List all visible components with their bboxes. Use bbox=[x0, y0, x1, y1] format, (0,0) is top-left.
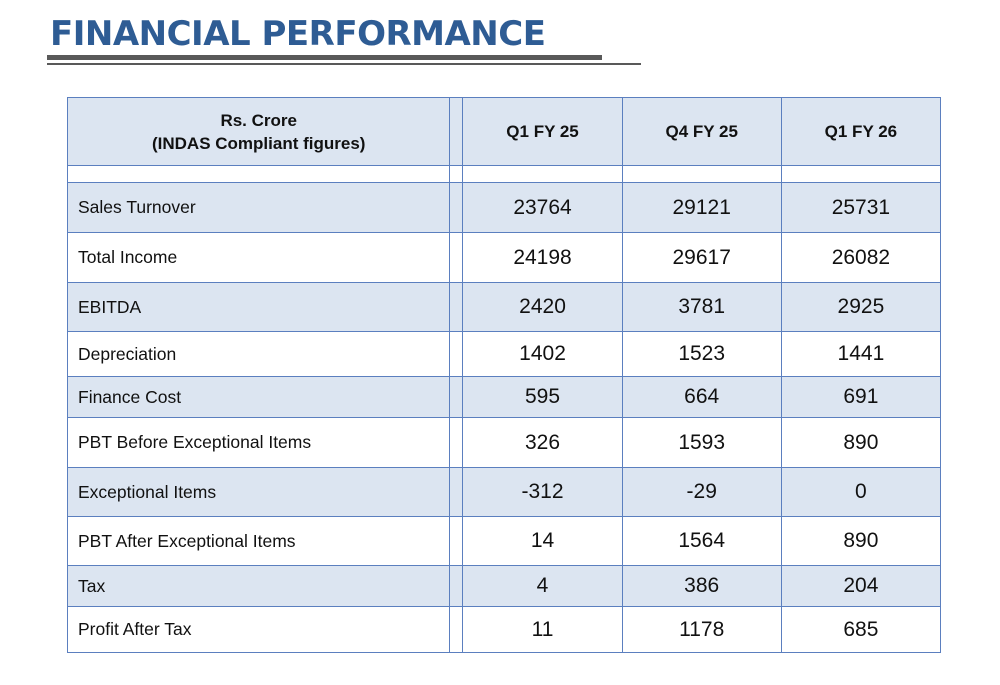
cell-value: 24198 bbox=[462, 232, 623, 283]
table-row: Tax 4 386 204 bbox=[66, 565, 942, 607]
row-label: PBT After Exceptional Items bbox=[66, 516, 451, 566]
cell-value: 14 bbox=[462, 516, 623, 566]
cell-value: 1441 bbox=[780, 331, 942, 377]
table-spacer-row bbox=[66, 165, 942, 183]
row-label: Exceptional Items bbox=[66, 467, 451, 517]
cell-value: 664 bbox=[621, 376, 782, 418]
row-label: EBITDA bbox=[66, 282, 451, 332]
cell-value: 595 bbox=[462, 376, 623, 418]
cell-value: 29121 bbox=[621, 182, 782, 233]
cell-value: 685 bbox=[780, 606, 942, 653]
header-gap-cell bbox=[449, 97, 464, 166]
cell-value: 1593 bbox=[621, 417, 782, 468]
row-label: Finance Cost bbox=[66, 376, 451, 418]
cell-value: 4 bbox=[462, 565, 623, 607]
table-row: Sales Turnover 23764 29121 25731 bbox=[66, 182, 942, 233]
cell-value: 1564 bbox=[621, 516, 782, 566]
table-row: PBT After Exceptional Items 14 1564 890 bbox=[66, 516, 942, 566]
financial-performance-table: Rs. Crore (INDAS Compliant figures) Q1 F… bbox=[66, 97, 942, 653]
cell-value: 11 bbox=[462, 606, 623, 653]
cell-value: 29617 bbox=[621, 232, 782, 283]
cell-value: 3781 bbox=[621, 282, 782, 332]
cell-value: 890 bbox=[780, 417, 942, 468]
row-label: Sales Turnover bbox=[66, 182, 451, 233]
row-label: Profit After Tax bbox=[66, 606, 451, 653]
cell-value: 25731 bbox=[780, 182, 942, 233]
cell-value: 691 bbox=[780, 376, 942, 418]
row-label: PBT Before Exceptional Items bbox=[66, 417, 451, 468]
row-label: Tax bbox=[66, 565, 451, 607]
cell-value: 2420 bbox=[462, 282, 623, 332]
cell-value: 26082 bbox=[780, 232, 942, 283]
table-row: Total Income 24198 29617 26082 bbox=[66, 232, 942, 283]
header-unit-label: Rs. Crore bbox=[220, 110, 297, 130]
cell-value: 890 bbox=[780, 516, 942, 566]
table-row: Finance Cost 595 664 691 bbox=[66, 376, 942, 418]
table-header-row: Rs. Crore (INDAS Compliant figures) Q1 F… bbox=[66, 97, 942, 166]
table-row: PBT Before Exceptional Items 326 1593 89… bbox=[66, 417, 942, 468]
table-row: Exceptional Items -312 -29 0 bbox=[66, 467, 942, 517]
slide-title: FINANCIAL PERFORMANCE bbox=[50, 14, 546, 54]
cell-value: 1523 bbox=[621, 331, 782, 377]
cell-value: 1178 bbox=[621, 606, 782, 653]
cell-value: -312 bbox=[462, 467, 623, 517]
title-underline-thin bbox=[47, 63, 641, 65]
table-row: Depreciation 1402 1523 1441 bbox=[66, 331, 942, 377]
cell-value: 204 bbox=[780, 565, 942, 607]
table-row: EBITDA 2420 3781 2925 bbox=[66, 282, 942, 332]
row-label: Total Income bbox=[66, 232, 451, 283]
header-label-cell: Rs. Crore (INDAS Compliant figures) bbox=[66, 97, 451, 166]
column-header-q4-fy25: Q4 FY 25 bbox=[621, 97, 782, 166]
cell-value: 23764 bbox=[462, 182, 623, 233]
row-label: Depreciation bbox=[66, 331, 451, 377]
cell-value: 1402 bbox=[462, 331, 623, 377]
table-row: Profit After Tax 11 1178 685 bbox=[66, 606, 942, 653]
column-header-q1-fy25: Q1 FY 25 bbox=[462, 97, 623, 166]
cell-value: 0 bbox=[780, 467, 942, 517]
column-header-q1-fy26: Q1 FY 26 bbox=[780, 97, 942, 166]
cell-value: 326 bbox=[462, 417, 623, 468]
cell-value: -29 bbox=[621, 467, 782, 517]
cell-value: 2925 bbox=[780, 282, 942, 332]
title-underline-thick bbox=[47, 55, 602, 60]
header-compliance-label: (INDAS Compliant figures) bbox=[151, 133, 366, 153]
cell-value: 386 bbox=[621, 565, 782, 607]
